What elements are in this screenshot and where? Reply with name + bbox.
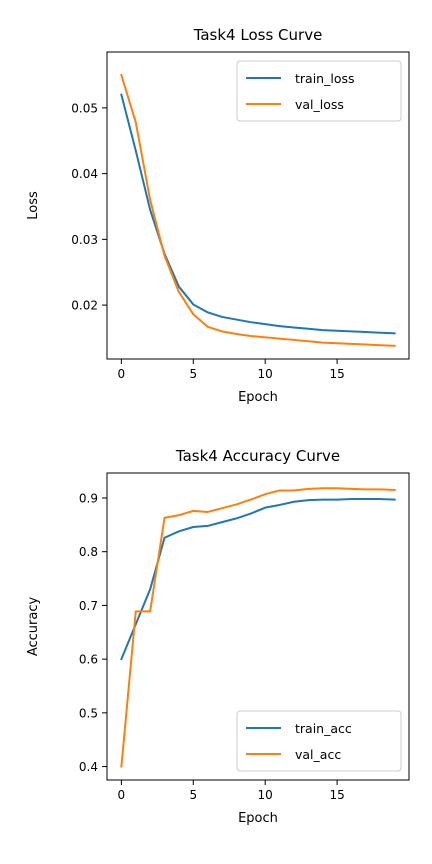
- chart-title: Task4 Accuracy Curve: [175, 447, 340, 465]
- series-line-val_loss: [120, 73, 396, 347]
- series-line-train_acc: [120, 498, 396, 661]
- legend-label-val_loss: val_loss: [295, 97, 344, 112]
- chart-1: Task4 Loss Curve 0 5 10 15 0.02 0.03 0.04 0.05 Ep…: [26, 26, 410, 405]
- legend-label-train_acc: train_acc: [295, 721, 352, 736]
- plot-frame: [106, 472, 410, 781]
- y-axis-label: Accuracy: [26, 597, 41, 657]
- y-tick-label: 0.04: [71, 167, 98, 181]
- y-tick-label: 0.6: [79, 653, 98, 667]
- x-tick-label: 10: [258, 788, 273, 802]
- series-line-val_acc: [120, 487, 396, 768]
- x-tick-label: 15: [329, 788, 344, 802]
- y-tick-label: 0.8: [79, 545, 98, 559]
- x-tick-label: 5: [189, 367, 197, 381]
- chart-title: Task4 Loss Curve: [193, 26, 323, 44]
- x-tick-label: 10: [258, 367, 273, 381]
- y-tick-label: 0.5: [79, 706, 98, 720]
- legend-box: [236, 60, 402, 122]
- legend-label-val_acc: val_acc: [295, 747, 341, 762]
- y-tick-label: 0.4: [79, 760, 98, 774]
- series-group: [120, 73, 396, 347]
- y-tick-label: 0.9: [79, 491, 98, 505]
- y-tick-label: 0.02: [71, 299, 98, 313]
- x-tick-label: 0: [118, 367, 126, 381]
- y-tick-label: 0.7: [79, 599, 98, 613]
- y-tick-label: 0.03: [71, 233, 98, 247]
- y-axis-label: Loss: [26, 191, 41, 220]
- series-group: [120, 487, 396, 768]
- x-axis-label: Epoch: [238, 390, 278, 405]
- legend: train_acc val_acc: [236, 710, 402, 772]
- x-tick-label: 5: [189, 788, 197, 802]
- y-tick-label: 0.05: [71, 101, 98, 115]
- plot-frame: [106, 51, 410, 360]
- x-tick-label: 0: [118, 788, 126, 802]
- x-tick-label: 15: [329, 367, 344, 381]
- legend-label-train_loss: train_loss: [295, 71, 355, 86]
- x-axis-label: Epoch: [238, 811, 278, 826]
- legend-box: [236, 710, 402, 772]
- chart-2: Task4 Accuracy Curve 0 5 10 15 0.4 0.5 0.6 0.7 0.…: [26, 447, 410, 826]
- series-line-train_loss: [120, 93, 396, 335]
- legend: train_loss val_loss: [236, 60, 402, 122]
